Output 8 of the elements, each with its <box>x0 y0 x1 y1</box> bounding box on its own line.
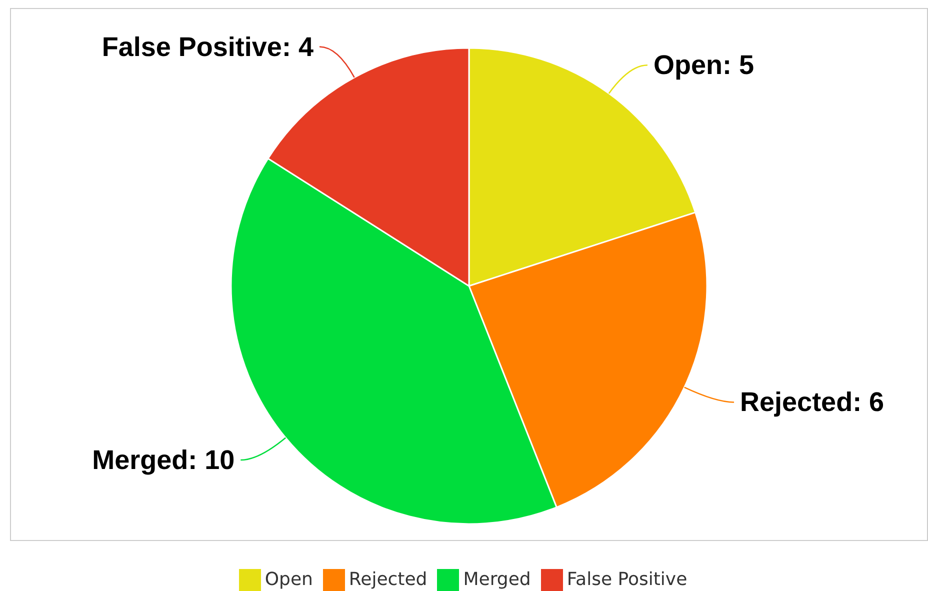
data-label: Rejected: 6 <box>740 387 884 418</box>
legend-label: Open <box>264 568 313 590</box>
legend-label: Merged <box>463 568 531 590</box>
legend-label: Rejected <box>348 568 428 590</box>
data-label: Merged: 10 <box>92 445 235 476</box>
legend-label: False Positive <box>566 568 688 590</box>
data-label: Open: 5 <box>653 50 754 80</box>
data-label: False Positive: 4 <box>102 32 314 62</box>
